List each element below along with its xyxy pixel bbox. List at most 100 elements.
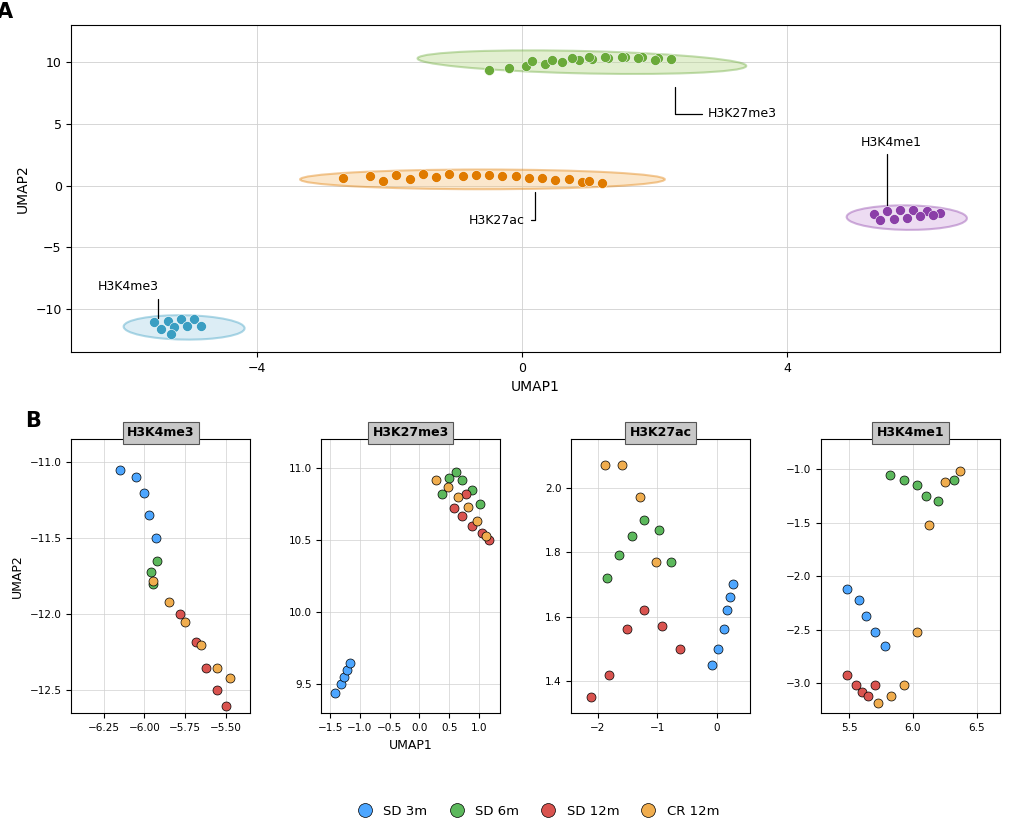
Point [553, 55, 570, 69]
Point [534, 171, 550, 185]
Point [517, 60, 533, 73]
Ellipse shape [417, 50, 746, 74]
Point [715, 623, 732, 636]
Point [428, 473, 444, 487]
Point [709, 642, 726, 655]
Point [387, 169, 404, 182]
Point [859, 690, 875, 703]
Point [467, 169, 484, 182]
Point [593, 176, 609, 190]
Point [898, 211, 914, 224]
Point [564, 52, 580, 65]
Point [449, 490, 466, 503]
Point [453, 509, 470, 523]
Point [618, 623, 634, 636]
Point [613, 458, 630, 472]
Text: B: B [25, 411, 42, 431]
Point [857, 609, 873, 623]
Point [610, 549, 627, 562]
Point [847, 679, 863, 692]
Point [703, 658, 719, 671]
Point [149, 555, 165, 568]
Legend: SD 3m, SD 6m, SD 12m, CR 12m: SD 3m, SD 6m, SD 12m, CR 12m [346, 800, 723, 823]
Point [198, 661, 214, 675]
Point [172, 313, 189, 326]
Point [537, 57, 553, 70]
Point [895, 679, 911, 692]
Point [895, 473, 911, 487]
Point [935, 476, 952, 489]
Point [718, 603, 735, 617]
Point [160, 596, 176, 609]
Point [647, 555, 663, 569]
Point [141, 508, 157, 522]
Point [908, 625, 924, 638]
Y-axis label: UMAP2: UMAP2 [15, 164, 30, 213]
Point [458, 487, 474, 501]
Point [920, 519, 936, 532]
Point [869, 696, 886, 709]
Point [649, 51, 665, 65]
Point [440, 472, 457, 485]
Point [401, 172, 418, 185]
Point [209, 684, 225, 697]
Point [464, 483, 480, 497]
Point [560, 173, 577, 186]
Text: H3K4me1: H3K4me1 [860, 136, 920, 205]
Point [361, 169, 377, 183]
Point [945, 473, 961, 487]
Point [929, 495, 946, 508]
Point [891, 204, 908, 217]
Point [520, 171, 536, 185]
Point [871, 213, 888, 227]
Point [335, 670, 352, 684]
Point [905, 204, 921, 217]
Point [193, 319, 209, 332]
Point [725, 577, 741, 591]
Point [882, 690, 899, 703]
Point [624, 529, 640, 543]
Point [334, 171, 351, 185]
Point [146, 315, 162, 329]
Point [866, 625, 882, 638]
Point [481, 64, 497, 77]
Point [500, 61, 517, 75]
Ellipse shape [846, 206, 966, 230]
Point [428, 170, 444, 184]
Point [661, 555, 678, 569]
Point [636, 513, 652, 527]
Point [918, 205, 934, 218]
X-axis label: UMAP1: UMAP1 [388, 738, 432, 752]
Point [851, 593, 867, 607]
Point [179, 320, 196, 333]
Point [543, 53, 559, 66]
Point [570, 54, 586, 67]
Point [414, 168, 430, 181]
Point [209, 661, 225, 675]
Point [612, 51, 629, 65]
Point [137, 486, 153, 499]
Point [507, 169, 524, 182]
Point [908, 478, 924, 492]
Point [583, 52, 599, 65]
Point [332, 678, 348, 691]
Text: H3K27ac: H3K27ac [469, 192, 535, 227]
Ellipse shape [123, 315, 245, 340]
Point [884, 212, 901, 226]
Point [185, 312, 202, 326]
Point [440, 168, 457, 181]
Point [189, 635, 205, 649]
Point [881, 468, 898, 482]
Point [853, 685, 869, 699]
Title: H3K4me1: H3K4me1 [875, 426, 944, 440]
Point [145, 574, 161, 587]
X-axis label: UMAP1: UMAP1 [511, 380, 559, 394]
Point [876, 639, 893, 653]
Point [222, 671, 238, 685]
Point [447, 466, 464, 479]
Point [469, 515, 485, 529]
Point [596, 50, 612, 64]
Point [453, 473, 470, 487]
Point [599, 51, 615, 65]
Point [924, 208, 941, 221]
